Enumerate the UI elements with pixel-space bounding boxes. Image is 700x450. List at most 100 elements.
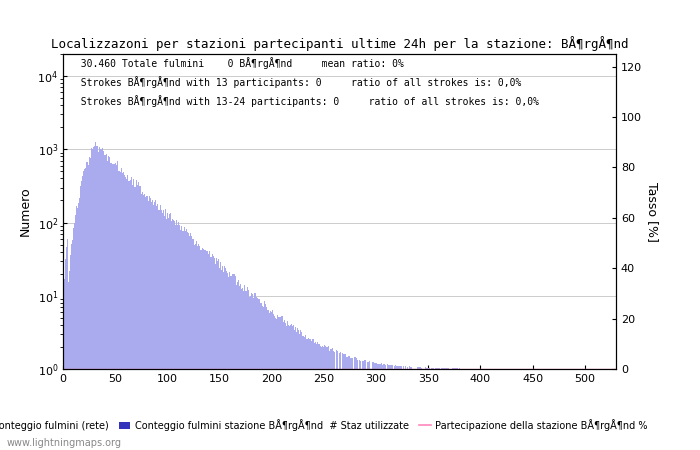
Bar [218,259,219,369]
Bar [289,325,290,369]
Bar [145,197,146,369]
Bar [360,361,361,369]
Bar [141,194,142,369]
Bar [324,345,326,369]
Bar [349,356,351,369]
Bar [71,244,72,369]
Bar [122,173,123,369]
Bar [344,354,345,369]
Bar [142,192,143,369]
Bar [435,368,436,369]
Bar [148,201,149,369]
Bar [143,195,144,369]
Bar [260,303,262,369]
Bar [99,148,100,369]
Bar [144,194,145,369]
Bar [432,368,433,369]
Bar [369,361,370,369]
Bar [267,310,268,369]
Bar [439,368,440,369]
Bar [328,351,330,369]
Bar [89,157,90,369]
Bar [127,175,128,369]
Bar [106,154,107,369]
Bar [186,229,187,369]
Bar [336,350,337,369]
Bar [391,365,392,369]
Bar [237,282,238,369]
Bar [221,270,222,369]
Bar [395,365,396,369]
Bar [242,288,243,369]
Bar [85,168,87,369]
Bar [266,307,267,369]
Bar [294,330,295,369]
Bar [306,339,307,369]
Bar [241,289,242,369]
Bar [70,255,71,369]
Bar [436,368,437,369]
Bar [447,368,449,369]
Bar [283,322,284,369]
Bar [150,198,151,369]
Bar [443,368,444,369]
Bar [198,243,200,369]
Bar [249,297,251,369]
Bar [396,365,398,369]
Bar [445,368,447,369]
Bar [368,362,369,369]
Bar [402,366,404,369]
Bar [262,307,264,369]
Bar [151,202,152,369]
Bar [304,335,306,369]
Bar [123,172,124,369]
Bar [356,358,357,369]
Bar [146,196,147,369]
Bar [276,319,277,369]
Bar [268,310,269,369]
Bar [168,218,169,369]
Bar [308,338,309,369]
Bar [407,367,408,369]
Bar [207,254,209,369]
Bar [73,228,74,369]
Bar [339,353,340,369]
Bar [188,233,189,369]
Bar [232,274,234,369]
Title: Localizzazoni per stazioni partecipanti ultime 24h per la stazione: BÅ¶rgÅ¶nd: Localizzazoni per stazioni partecipanti … [50,36,629,51]
Bar [238,280,239,369]
Bar [317,342,318,369]
Bar [375,363,377,369]
Bar [275,318,276,369]
Bar [75,216,76,369]
Bar [101,149,102,369]
Bar [385,365,386,369]
Bar [225,268,226,369]
Bar [442,368,443,369]
Bar [191,236,192,369]
Bar [379,364,381,369]
Bar [298,330,300,369]
Bar [419,368,421,369]
Bar [279,317,281,369]
Text: 30.460 Totale fulmini    0 BÅ¶rgÅ¶nd     mean ratio: 0%: 30.460 Totale fulmini 0 BÅ¶rgÅ¶nd mean r… [69,57,403,69]
Bar [220,262,221,369]
Bar [217,261,218,369]
Bar [91,148,92,369]
Bar [410,367,411,369]
Bar [438,368,439,369]
Bar [178,222,179,369]
Bar [138,182,139,369]
Bar [228,277,230,369]
Bar [281,316,283,369]
Bar [80,185,81,369]
Y-axis label: Tasso [%]: Tasso [%] [645,181,659,242]
Bar [172,219,173,369]
Bar [426,368,428,369]
Bar [72,240,73,369]
Bar [174,221,175,369]
Bar [265,304,266,369]
Bar [152,200,153,369]
Bar [121,168,122,369]
Bar [288,325,289,369]
